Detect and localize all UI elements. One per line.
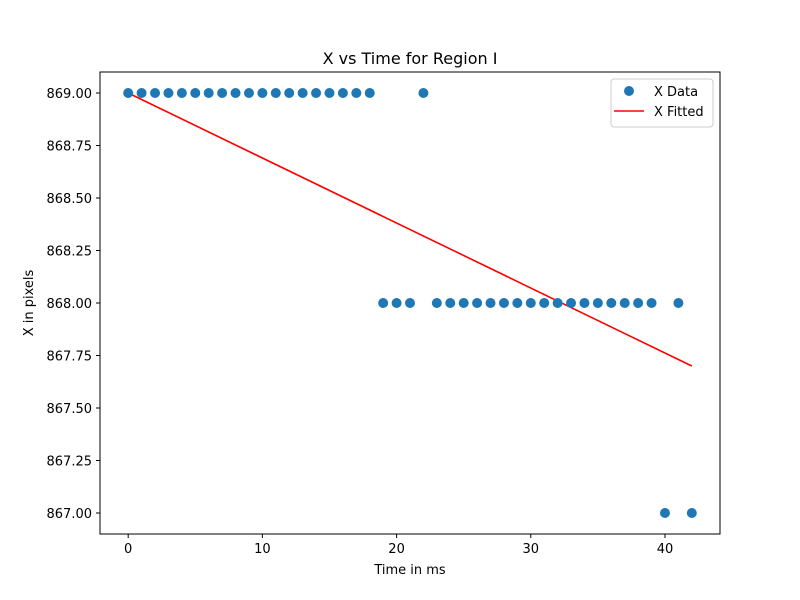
data-point (217, 88, 228, 98)
data-point (431, 298, 442, 308)
legend-marker-x-data (624, 86, 634, 96)
data-point (190, 88, 201, 98)
data-point (686, 508, 697, 518)
legend: X Data X Fitted (610, 78, 714, 128)
data-point (472, 298, 483, 308)
y-axis: 867.00 867.25 867.50 867.75 868.00 868.25 868.… (47, 87, 100, 522)
x-tick-label: 40 (657, 542, 674, 557)
data-point (391, 298, 402, 308)
data-point (136, 88, 147, 98)
y-axis-title: X in pixels (22, 269, 37, 336)
x-tick-label: 10 (254, 542, 271, 557)
data-point (351, 88, 362, 98)
series-line-x-fitted (127, 92, 693, 367)
y-tick-label: 867.00 (47, 507, 93, 522)
data-point (539, 298, 550, 308)
data-point (150, 88, 161, 98)
data-point (512, 298, 523, 308)
data-point (646, 298, 657, 308)
y-tick-label: 868.25 (47, 245, 93, 260)
data-point (566, 298, 577, 308)
plot-area (123, 88, 697, 518)
y-tick-label: 867.50 (47, 402, 93, 417)
data-point (659, 508, 670, 518)
data-point (458, 298, 469, 308)
data-point (324, 88, 335, 98)
legend-label-x-fitted: X Fitted (654, 105, 704, 120)
data-point (257, 88, 268, 98)
x-axis-title: Time in ms (373, 563, 446, 578)
data-point (364, 88, 375, 98)
legend-label-x-data: X Data (654, 85, 698, 100)
data-point (592, 298, 603, 308)
y-tick-label: 868.50 (47, 192, 93, 207)
data-point (619, 298, 630, 308)
y-tick-label: 868.00 (47, 297, 93, 312)
data-point (673, 298, 684, 308)
x-tick-label: 0 (124, 542, 132, 557)
data-point (485, 298, 496, 308)
data-point (243, 88, 254, 98)
data-point (230, 88, 241, 98)
data-point (176, 88, 187, 98)
data-point (405, 298, 415, 308)
x-tick-label: 20 (388, 542, 405, 557)
data-point (445, 298, 456, 308)
x-tick-label: 30 (523, 542, 540, 557)
data-point (606, 298, 617, 308)
data-point (378, 298, 389, 308)
data-point (123, 88, 134, 98)
data-point (498, 298, 509, 308)
x-axis: 0 10 20 30 40 (124, 534, 673, 557)
data-point (633, 298, 644, 308)
y-tick-label: 867.25 (47, 455, 93, 470)
data-point (337, 88, 348, 98)
y-tick-label: 868.75 (47, 140, 93, 155)
chart-title: X vs Time for Region I (323, 49, 498, 68)
y-tick-label: 869.00 (47, 87, 93, 102)
data-point (284, 88, 295, 98)
data-point (525, 298, 536, 308)
data-point (270, 88, 281, 98)
data-point (203, 88, 214, 98)
data-point (163, 88, 174, 98)
legend-box (610, 78, 714, 128)
data-point (579, 298, 590, 308)
data-point (311, 88, 322, 98)
data-point (552, 298, 563, 308)
data-point (418, 88, 429, 98)
y-tick-label: 867.75 (47, 350, 93, 365)
data-point (297, 88, 308, 98)
